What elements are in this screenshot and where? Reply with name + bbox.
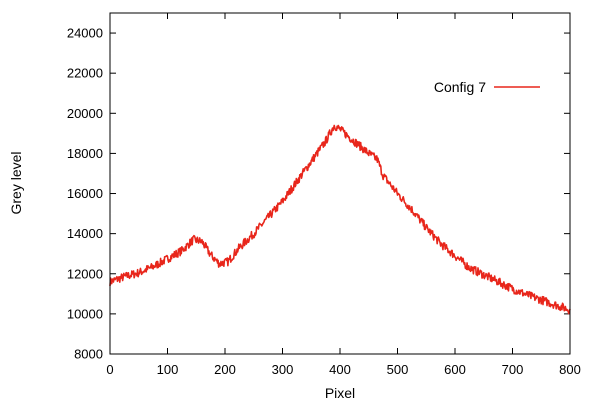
x-tick-label: 200 [214,362,236,377]
legend: Config 7 [434,79,540,95]
y-tick-label: 24000 [67,26,103,41]
x-tick-label: 600 [444,362,466,377]
y-axis-title: Grey level [8,151,24,214]
y-tick-label: 16000 [67,186,103,201]
y-tick-label: 18000 [67,146,103,161]
x-tick-label: 0 [106,362,113,377]
y-tick-label: 10000 [67,306,103,321]
y-tick-label: 20000 [67,106,103,121]
axis-ticks: 0 100 200 300 400 500 600 700 800 8000 10000 12000 1… [67,13,581,377]
x-tick-label: 700 [502,362,524,377]
x-tick-label: 300 [272,362,294,377]
series-line-config-7 [109,124,571,315]
x-tick-label: 400 [329,362,351,377]
y-tick-label: 14000 [67,226,103,241]
y-tick-label: 8000 [74,347,103,362]
y-tick-label: 12000 [67,266,103,281]
x-tick-label: 800 [559,362,581,377]
y-tick-label: 22000 [67,66,103,81]
x-axis-title: Pixel [325,385,355,401]
legend-label: Config 7 [434,79,486,95]
x-tick-label: 100 [157,362,179,377]
x-tick-label: 500 [387,362,409,377]
plot-frame [109,12,571,355]
